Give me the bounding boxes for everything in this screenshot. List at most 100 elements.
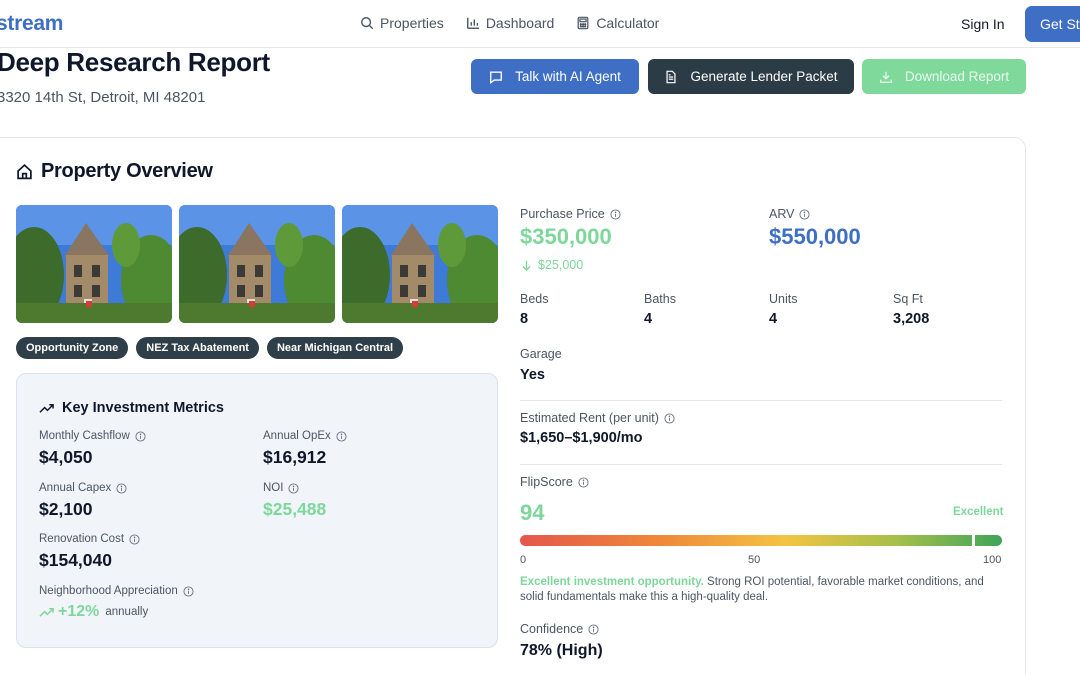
label-text: NOI: [263, 482, 284, 494]
calculator-icon: [577, 16, 589, 30]
arrow-down-icon: [522, 260, 531, 271]
house-photo-image: [16, 205, 172, 323]
label-text: Neighborhood Appreciation: [39, 585, 178, 597]
purchase-price-value: $350,000: [520, 224, 612, 249]
label-text: Renovation Cost: [39, 533, 125, 545]
units-label: Units: [769, 292, 798, 306]
info-icon[interactable]: [183, 585, 194, 597]
section-title: Property Overview: [16, 160, 213, 183]
monthly-cashflow-value: $4,050: [39, 447, 93, 467]
info-icon[interactable]: [129, 533, 140, 545]
description-rest: Strong ROI potential, favorable market c…: [520, 576, 984, 603]
generate-lender-packet-button[interactable]: Generate Lender Packet: [648, 59, 854, 94]
price-delta-value: $25,000: [538, 258, 584, 272]
section-title-label: Property Overview: [41, 160, 213, 182]
bar-chart-icon: [466, 17, 479, 29]
divider: [520, 400, 1002, 401]
annual-capex-label: Annual Capex: [39, 482, 127, 494]
key-investment-metrics-panel: Key Investment Metrics Monthly Cashflow …: [16, 373, 498, 648]
label-text: Monthly Cashflow: [39, 430, 130, 442]
monthly-cashflow-label: Monthly Cashflow: [39, 430, 146, 442]
property-photo[interactable]: [16, 205, 172, 323]
estimated-rent-label: Estimated Rent (per unit): [520, 411, 675, 425]
label-text: Annual OpEx: [263, 430, 331, 442]
info-icon[interactable]: [578, 476, 589, 488]
appreciation-value-row: +12% annually: [39, 603, 148, 621]
scale-min: 0: [520, 554, 527, 566]
info-icon[interactable]: [116, 482, 127, 494]
property-address: 3320 14th St, Detroit, MI 48201: [0, 89, 206, 106]
label-text: Annual Capex: [39, 482, 112, 494]
appreciation-label: Neighborhood Appreciation: [39, 585, 194, 597]
info-icon[interactable]: [588, 623, 599, 635]
scale-mid: 50: [748, 554, 761, 566]
info-icon[interactable]: [610, 208, 621, 220]
property-photo[interactable]: [179, 205, 335, 323]
flipscore-label: FlipScore: [520, 475, 589, 489]
annual-opex-label: Annual OpEx: [263, 430, 347, 442]
info-icon[interactable]: [288, 482, 299, 494]
sqft-value: 3,208: [893, 311, 930, 327]
tag-badge: Opportunity Zone: [16, 337, 129, 359]
button-label: Talk with AI Agent: [515, 69, 621, 84]
estimated-rent-value: $1,650–$1,900/mo: [520, 430, 643, 446]
purchase-price-label: Purchase Price: [520, 207, 621, 221]
flipscore-bar: [520, 534, 1002, 547]
renovation-cost-label: Renovation Cost: [39, 533, 140, 545]
download-report-button[interactable]: Download Report: [862, 59, 1026, 94]
label-text: Estimated Rent (per unit): [520, 411, 659, 425]
property-photo[interactable]: [342, 205, 498, 323]
description-lead: Excellent investment opportunity.: [520, 576, 704, 588]
scale-max: 100: [983, 554, 1002, 566]
flipscore-rating: Excellent: [953, 506, 1004, 518]
units-value: 4: [769, 311, 778, 327]
page-title: Deep Research Report: [0, 47, 270, 77]
flipscore-value: 94: [520, 500, 545, 525]
confidence-value: 78% (High): [520, 642, 603, 659]
home-icon: [17, 163, 32, 180]
appreciation-value: +12%: [58, 603, 100, 620]
divider: [520, 464, 1002, 465]
tag-badge: NEZ Tax Abatement: [136, 337, 259, 359]
house-photo-image: [179, 205, 335, 323]
house-photo-image: [342, 205, 498, 323]
beds-value: 8: [520, 311, 529, 327]
download-icon: [879, 71, 892, 83]
price-delta: $25,000: [521, 258, 583, 272]
noi-label: NOI: [263, 482, 299, 494]
document-icon: [666, 70, 676, 83]
trending-up-icon: [39, 403, 54, 413]
label-text: ARV: [769, 207, 795, 221]
info-icon[interactable]: [135, 430, 146, 442]
annual-capex-value: $2,100: [39, 499, 93, 519]
info-icon[interactable]: [336, 430, 347, 442]
label-text: Confidence: [520, 622, 584, 636]
search-icon: [361, 17, 374, 30]
talk-ai-agent-button[interactable]: Talk with AI Agent: [471, 59, 639, 94]
top-nav: stream Properties Dashboard Calculator S…: [0, 0, 1080, 48]
nav-link-dashboard[interactable]: Dashboard: [466, 15, 555, 31]
property-tags: Opportunity Zone NEZ Tax Abatement Near …: [16, 337, 404, 359]
nav-links: Properties Dashboard Calculator: [360, 15, 659, 31]
noi-value: $25,488: [263, 499, 327, 519]
label-text: FlipScore: [520, 475, 573, 489]
confidence-label: Confidence: [520, 622, 599, 636]
message-icon: [490, 71, 502, 84]
nav-link-properties[interactable]: Properties: [360, 15, 444, 31]
sign-in-link[interactable]: Sign In: [961, 16, 1005, 32]
logo[interactable]: stream: [0, 12, 64, 35]
trending-up-icon: [39, 607, 54, 617]
nav-link-label: Dashboard: [485, 15, 555, 31]
appreciation-suffix: annually: [105, 606, 149, 618]
metrics-title-label: Key Investment Metrics: [62, 400, 224, 416]
flipscore-marker: [972, 534, 976, 547]
garage-value: Yes: [520, 367, 545, 383]
info-icon[interactable]: [799, 208, 811, 220]
info-icon[interactable]: [664, 412, 675, 424]
nav-link-label: Calculator: [596, 15, 660, 31]
garage-label: Garage: [520, 347, 562, 361]
baths-label: Baths: [644, 292, 676, 306]
get-started-button[interactable]: Get Sta: [1025, 6, 1080, 42]
button-label: Generate Lender Packet: [690, 69, 838, 84]
nav-link-calculator[interactable]: Calculator: [576, 15, 659, 31]
